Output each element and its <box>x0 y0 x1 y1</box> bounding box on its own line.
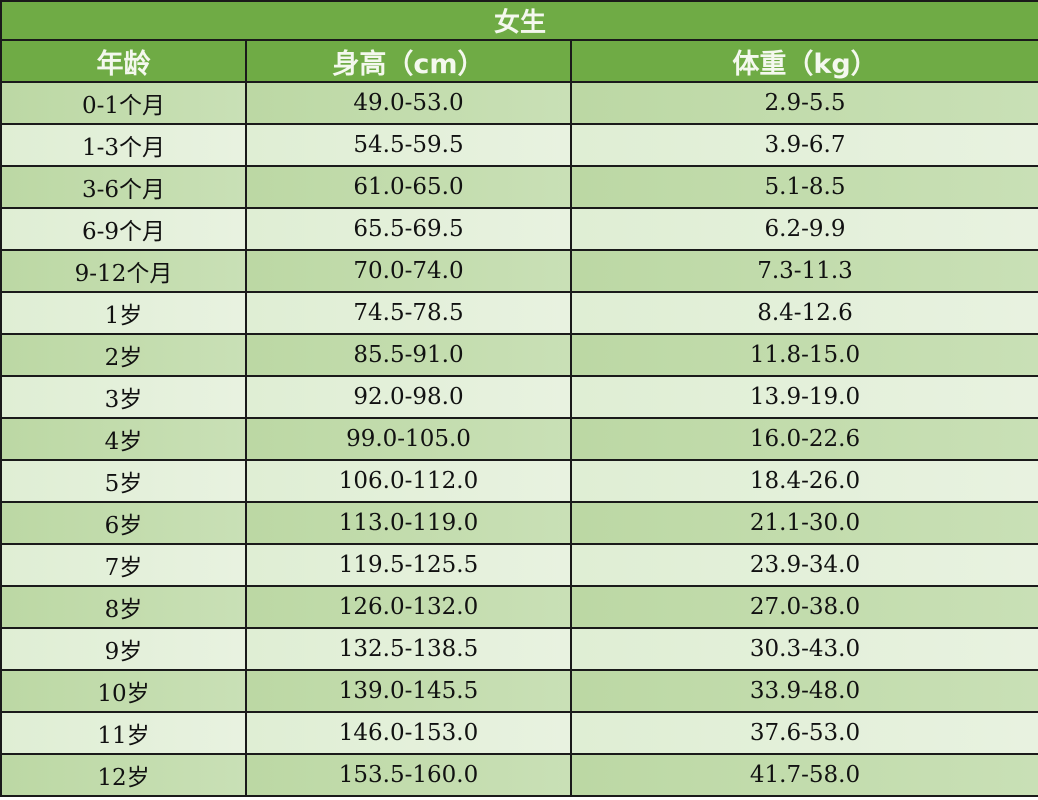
height-cell: 146.0-153.0 <box>245 711 572 755</box>
table-row: 11岁 146.0-153.0 37.6-53.0 <box>0 711 1038 755</box>
table-row: 4岁 99.0-105.0 16.0-22.6 <box>0 417 1038 461</box>
height-cell: 85.5-91.0 <box>245 333 572 377</box>
age-cell: 0-1个月 <box>0 81 247 125</box>
table-row: 0-1个月 49.0-53.0 2.9-5.5 <box>0 81 1038 125</box>
weight-cell: 5.1-8.5 <box>569 165 1038 209</box>
height-cell: 99.0-105.0 <box>245 417 572 461</box>
header-height: 身高（cm） <box>245 39 572 83</box>
weight-cell: 11.8-15.0 <box>569 333 1038 377</box>
table-row: 10岁 139.0-145.5 33.9-48.0 <box>0 669 1038 713</box>
age-cell: 2岁 <box>0 333 247 377</box>
height-cell: 65.5-69.5 <box>245 207 572 251</box>
age-cell: 10岁 <box>0 669 247 713</box>
height-cell: 126.0-132.0 <box>245 585 572 629</box>
table-row: 6-9个月 65.5-69.5 6.2-9.9 <box>0 207 1038 251</box>
age-cell: 6岁 <box>0 501 247 545</box>
height-cell: 139.0-145.5 <box>245 669 572 713</box>
weight-cell: 27.0-38.0 <box>569 585 1038 629</box>
weight-cell: 41.7-58.0 <box>569 753 1038 797</box>
age-cell: 8岁 <box>0 585 247 629</box>
height-cell: 70.0-74.0 <box>245 249 572 293</box>
weight-cell: 8.4-12.6 <box>569 291 1038 335</box>
height-cell: 74.5-78.5 <box>245 291 572 335</box>
age-cell: 9-12个月 <box>0 249 247 293</box>
weight-cell: 6.2-9.9 <box>569 207 1038 251</box>
header-age: 年龄 <box>0 39 247 83</box>
age-cell: 7岁 <box>0 543 247 587</box>
weight-cell: 37.6-53.0 <box>569 711 1038 755</box>
height-cell: 106.0-112.0 <box>245 459 572 503</box>
table-row: 9-12个月 70.0-74.0 7.3-11.3 <box>0 249 1038 293</box>
age-cell: 1岁 <box>0 291 247 335</box>
height-cell: 61.0-65.0 <box>245 165 572 209</box>
weight-cell: 2.9-5.5 <box>569 81 1038 125</box>
height-cell: 92.0-98.0 <box>245 375 572 419</box>
height-cell: 153.5-160.0 <box>245 753 572 797</box>
height-cell: 49.0-53.0 <box>245 81 572 125</box>
table-row: 1-3个月 54.5-59.5 3.9-6.7 <box>0 123 1038 167</box>
table-body: 0-1个月 49.0-53.0 2.9-5.5 1-3个月 54.5-59.5 3.9-6… <box>0 81 1038 797</box>
height-cell: 54.5-59.5 <box>245 123 572 167</box>
height-cell: 119.5-125.5 <box>245 543 572 587</box>
table-row: 1岁 74.5-78.5 8.4-12.6 <box>0 291 1038 335</box>
weight-cell: 23.9-34.0 <box>569 543 1038 587</box>
weight-cell: 21.1-30.0 <box>569 501 1038 545</box>
age-cell: 3-6个月 <box>0 165 247 209</box>
age-cell: 6-9个月 <box>0 207 247 251</box>
table-row: 5岁 106.0-112.0 18.4-26.0 <box>0 459 1038 503</box>
height-cell: 132.5-138.5 <box>245 627 572 671</box>
weight-cell: 16.0-22.6 <box>569 417 1038 461</box>
table-row: 7岁 119.5-125.5 23.9-34.0 <box>0 543 1038 587</box>
table-row: 8岁 126.0-132.0 27.0-38.0 <box>0 585 1038 629</box>
weight-cell: 7.3-11.3 <box>569 249 1038 293</box>
age-cell: 9岁 <box>0 627 247 671</box>
table-row: 9岁 132.5-138.5 30.3-43.0 <box>0 627 1038 671</box>
weight-cell: 13.9-19.0 <box>569 375 1038 419</box>
weight-cell: 3.9-6.7 <box>569 123 1038 167</box>
age-cell: 12岁 <box>0 753 247 797</box>
age-cell: 1-3个月 <box>0 123 247 167</box>
weight-cell: 30.3-43.0 <box>569 627 1038 671</box>
height-cell: 113.0-119.0 <box>245 501 572 545</box>
table-row: 2岁 85.5-91.0 11.8-15.0 <box>0 333 1038 377</box>
table-title: 女生 <box>0 0 1038 41</box>
age-cell: 3岁 <box>0 375 247 419</box>
table-row: 12岁 153.5-160.0 41.7-58.0 <box>0 753 1038 797</box>
weight-cell: 33.9-48.0 <box>569 669 1038 713</box>
age-cell: 4岁 <box>0 417 247 461</box>
age-cell: 5岁 <box>0 459 247 503</box>
weight-cell: 18.4-26.0 <box>569 459 1038 503</box>
age-cell: 11岁 <box>0 711 247 755</box>
header-weight: 体重（kg） <box>569 39 1038 83</box>
table-row: 3岁 92.0-98.0 13.9-19.0 <box>0 375 1038 419</box>
table-row: 6岁 113.0-119.0 21.1-30.0 <box>0 501 1038 545</box>
table-row: 3-6个月 61.0-65.0 5.1-8.5 <box>0 165 1038 209</box>
